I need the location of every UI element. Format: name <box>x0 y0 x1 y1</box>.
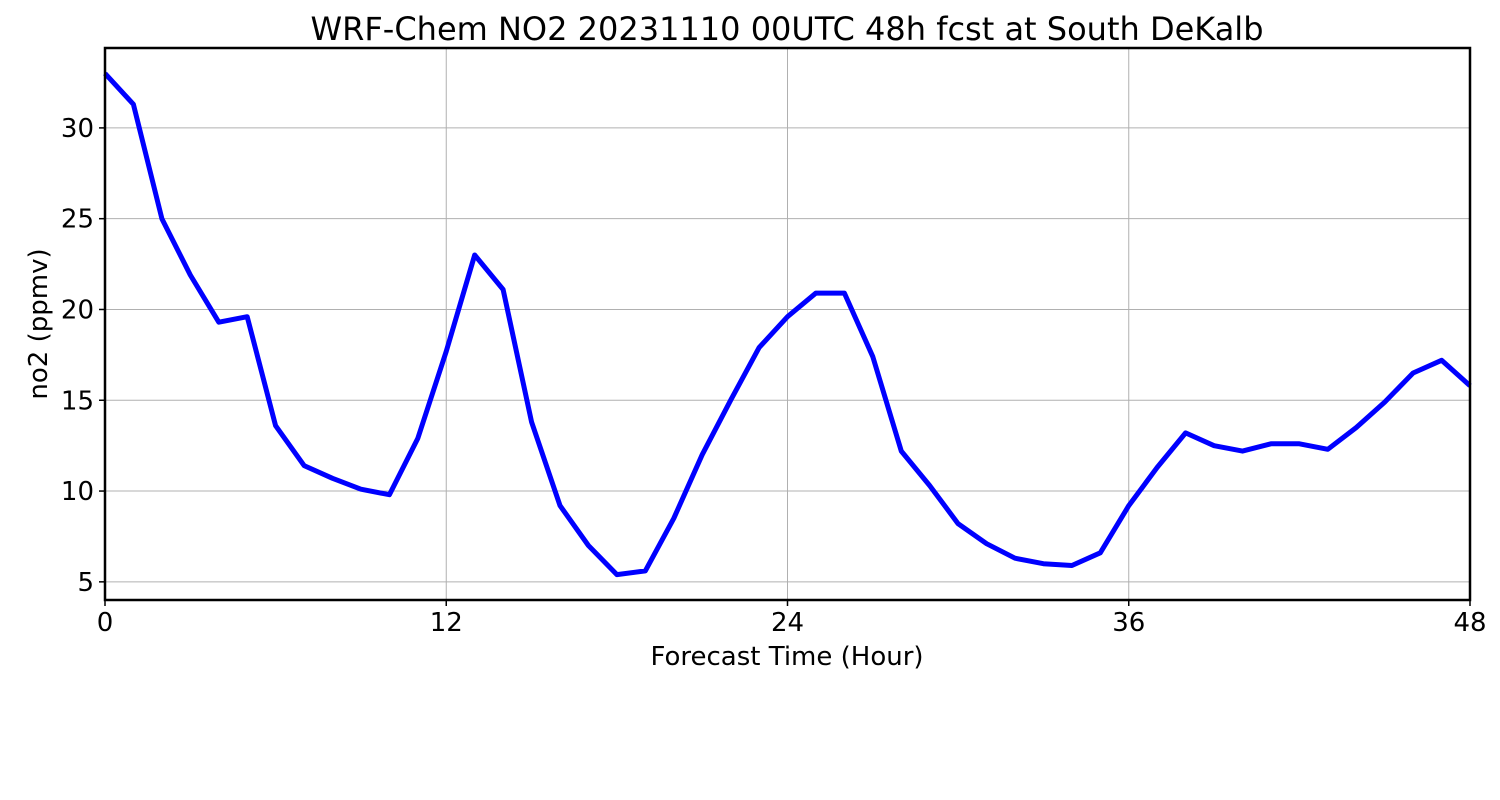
x-tick-label: 36 <box>1112 608 1145 638</box>
y-tick-label: 15 <box>61 386 94 416</box>
chart-title: WRF-Chem NO2 20231110 00UTC 48h fcst at … <box>311 10 1264 48</box>
y-axis-label: no2 (ppmv) <box>24 248 54 399</box>
grid-layer <box>105 48 1470 600</box>
series-layer <box>103 71 1472 578</box>
y-tick-label: 10 <box>61 477 94 507</box>
x-tick-label: 12 <box>430 608 463 638</box>
y-tick-label: 30 <box>61 114 94 144</box>
y-tick-label: 20 <box>61 295 94 325</box>
x-tick-label: 24 <box>771 608 804 638</box>
x-axis-label: Forecast Time (Hour) <box>650 642 923 672</box>
x-tick-label: 0 <box>97 608 114 638</box>
series-line <box>103 71 1472 578</box>
y-tick-label: 5 <box>77 568 94 598</box>
tick-layer: 0 12 24 36 48 5 10 15 20 25 30 <box>61 114 1487 638</box>
x-tick-label: 48 <box>1453 608 1486 638</box>
y-tick-label: 25 <box>61 205 94 235</box>
